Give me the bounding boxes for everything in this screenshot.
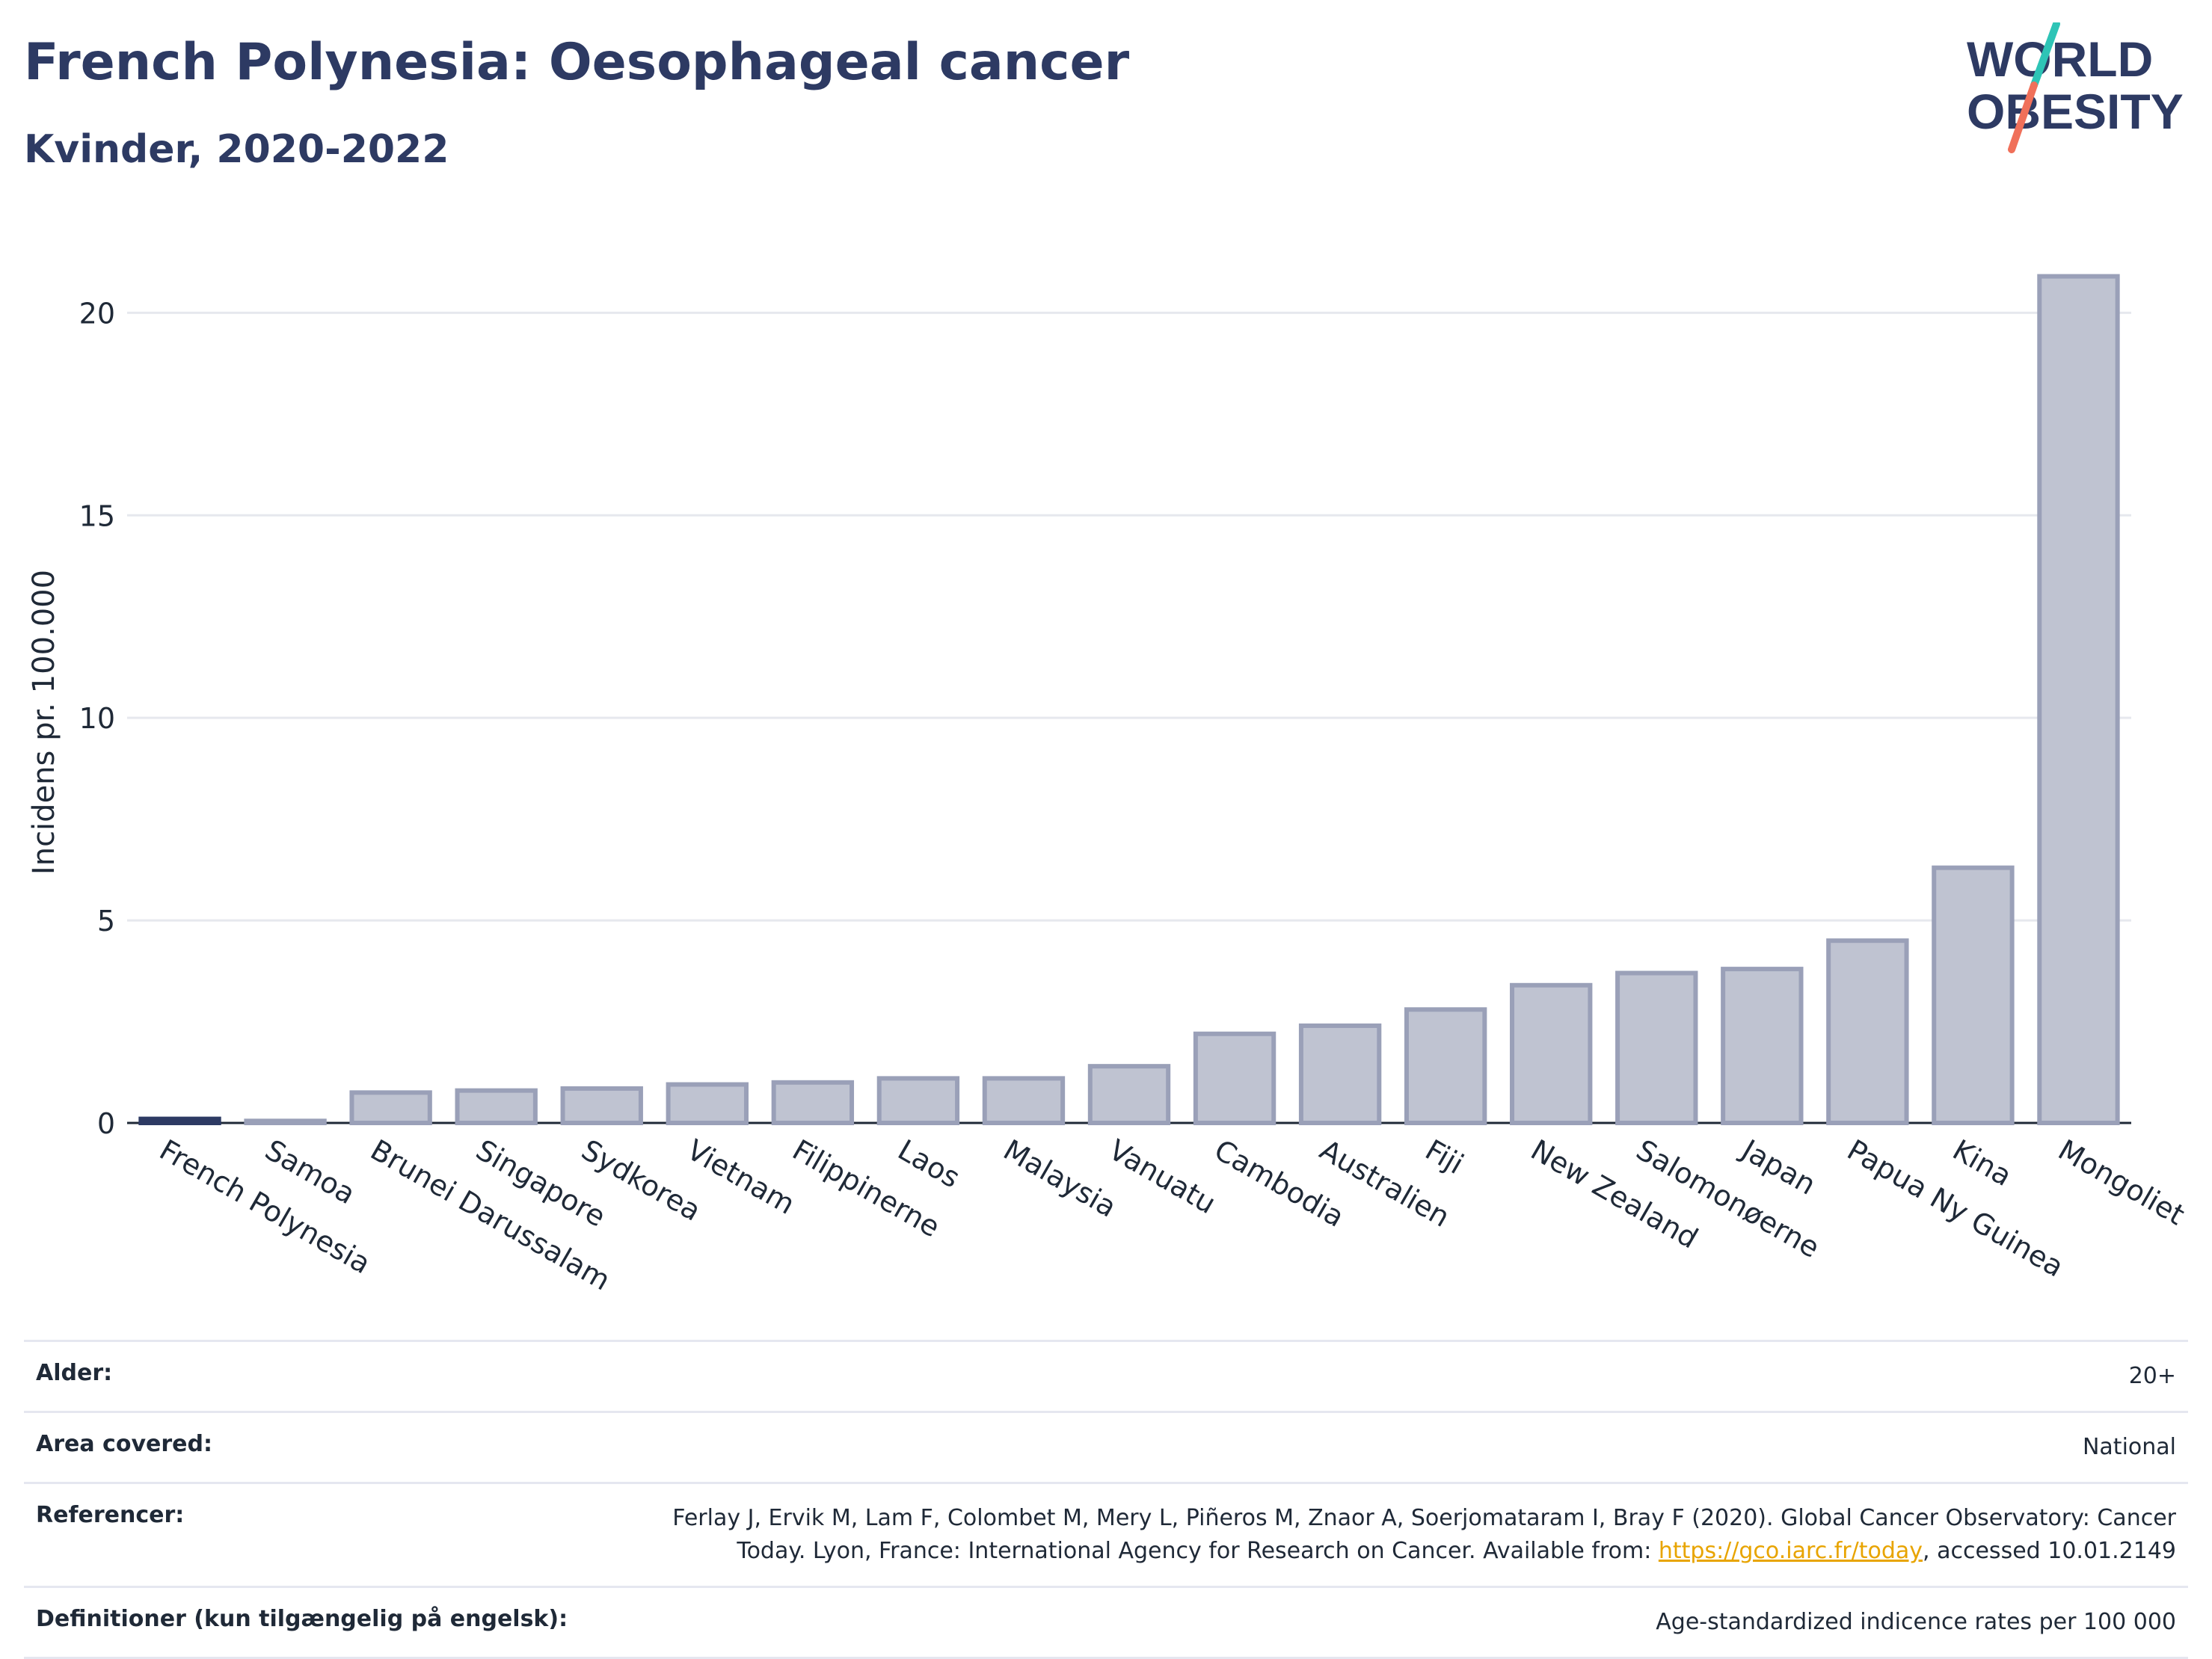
bar-sydkorea — [560, 1086, 643, 1125]
x-tick-label: Mongoliet — [2053, 1133, 2190, 1232]
bar-filippinerne — [771, 1080, 855, 1126]
bar-brunei-darussalam — [349, 1090, 432, 1126]
y-axis-label: Incidens pr. 100.000 — [27, 570, 61, 875]
bar-salomon-erne — [1615, 970, 1698, 1125]
footer-row-references: Referencer: Ferlay J, Ervik M, Lam F, Co… — [24, 1482, 2188, 1586]
references-label: Referencer: — [36, 1502, 185, 1528]
references-link[interactable]: https://gco.iarc.fr/today — [1658, 1538, 1923, 1564]
y-tick-label: 20 — [79, 297, 115, 330]
age-label: Alder: — [36, 1360, 113, 1386]
footer-row-definitions: Definitioner (kun tilgængelig på engelsk… — [24, 1586, 2188, 1659]
y-tick-label: 10 — [79, 702, 115, 735]
logo-teal-slash — [2030, 22, 2060, 89]
x-tick-label: Vanuatu — [1104, 1133, 1222, 1220]
x-tick-label: Laos — [892, 1133, 965, 1195]
logo-text-obesity: OBESITY — [1967, 84, 2184, 139]
bar-samoa — [244, 1118, 327, 1125]
area-value: National — [2082, 1434, 2176, 1460]
bars — [138, 274, 2120, 1126]
x-tick-label: Fiji — [1420, 1133, 1469, 1181]
bar-kina — [1932, 865, 2015, 1125]
bar-laos — [876, 1076, 960, 1126]
page-title: French Polynesia: Oesophageal cancer — [24, 33, 1130, 92]
bar-mongoliet — [2037, 274, 2120, 1126]
page-subtitle: Kvinder, 2020-2022 — [24, 127, 449, 172]
x-tick-label: Kina — [1947, 1133, 2018, 1193]
y-tick-label: 15 — [79, 499, 115, 532]
y-tick-label: 0 — [97, 1107, 115, 1140]
world-obesity-logo: WORLD OBESITY — [1967, 22, 2184, 153]
bar-french-polynesia — [138, 1116, 221, 1125]
bar-fiji — [1404, 1007, 1487, 1125]
bar-cambodia — [1193, 1031, 1276, 1126]
references-value: Ferlay J, Ervik M, Lam F, Colombet M, Me… — [606, 1502, 2176, 1568]
age-value: 20+ — [2128, 1363, 2176, 1389]
bar-japan — [1721, 967, 1804, 1126]
references-text: Ferlay J, Ervik M, Lam F, Colombet M, Me… — [672, 1505, 2176, 1564]
logo-text-world: WORLD — [1967, 31, 2153, 87]
footer-row-area: Area covered: National — [24, 1411, 2188, 1482]
definitions-label: Definitioner (kun tilgængelig på engelsk… — [36, 1606, 568, 1632]
bar-vanuatu — [1087, 1064, 1171, 1126]
x-tick-label: Salomonøerne — [1631, 1133, 1825, 1264]
bar-new-zealand — [1510, 982, 1593, 1126]
x-tick-label: Malaysia — [998, 1133, 1122, 1224]
bar-vietnam — [666, 1082, 749, 1125]
bar-singapore — [455, 1088, 538, 1125]
definitions-value: Age-standardized indicence rates per 100… — [1656, 1609, 2176, 1635]
footer-row-age: Alder: 20+ — [24, 1340, 2188, 1411]
y-tick-labels: 0 5 10 15 20 — [79, 297, 115, 1140]
metadata-table: Alder: 20+ Area covered: National Refere… — [24, 1340, 2188, 1659]
bar-malaysia — [982, 1076, 1066, 1126]
area-label: Area covered: — [36, 1431, 212, 1457]
references-accessed: , accessed 10.01.2149 — [1923, 1538, 2176, 1564]
logo-coral-slash — [2008, 81, 2038, 153]
bar-australien — [1298, 1023, 1382, 1125]
y-tick-label: 5 — [97, 905, 115, 938]
bar-papua-ny-guinea — [1826, 938, 1909, 1125]
